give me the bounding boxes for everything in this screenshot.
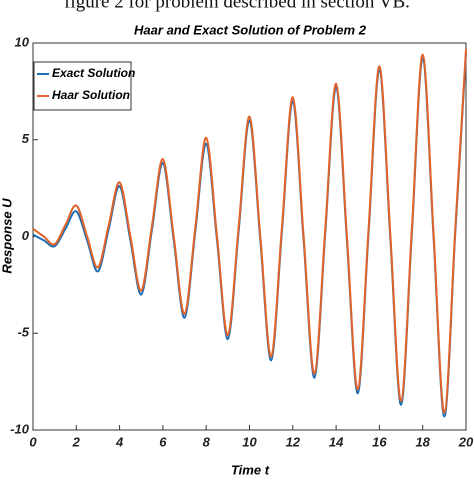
legend-label: Haar Solution — [52, 88, 130, 102]
legend: Exact Solution Haar Solution — [33, 61, 135, 111]
y-tick-label: 0 — [22, 228, 30, 243]
x-tick-label: 0 — [29, 434, 37, 449]
x-tick-label: 16 — [372, 434, 387, 449]
legend-label: Exact Solution — [52, 66, 135, 80]
y-axis-label: Response U — [0, 198, 14, 274]
x-tick-label: 4 — [115, 434, 124, 449]
x-tick-label: 6 — [159, 434, 167, 449]
x-tick-label: 14 — [329, 434, 344, 449]
legend-box — [33, 61, 132, 111]
y-tick-label: 5 — [22, 131, 30, 146]
y-tick-label: -10 — [10, 421, 30, 436]
y-tick-label: 10 — [15, 34, 30, 49]
x-tick-label: 18 — [415, 434, 430, 449]
caption: figure 2 for problem described in sectio… — [64, 0, 410, 12]
line-series — [32, 48, 467, 414]
y-tick-label: -5 — [17, 325, 29, 340]
x-axis-label: Time t — [231, 462, 270, 477]
x-tick-label: 12 — [286, 434, 301, 449]
x-tick-label: 20 — [458, 434, 474, 449]
chart-title: Haar and Exact Solution of Problem 2 — [134, 22, 367, 37]
x-tick-label: 8 — [203, 434, 211, 449]
x-tick-label: 2 — [72, 434, 81, 449]
x-tick-label: 10 — [242, 434, 257, 449]
